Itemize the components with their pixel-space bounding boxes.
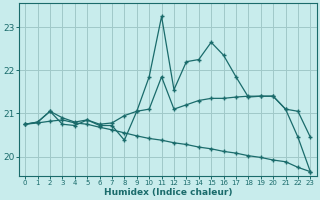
X-axis label: Humidex (Indice chaleur): Humidex (Indice chaleur) <box>104 188 232 197</box>
